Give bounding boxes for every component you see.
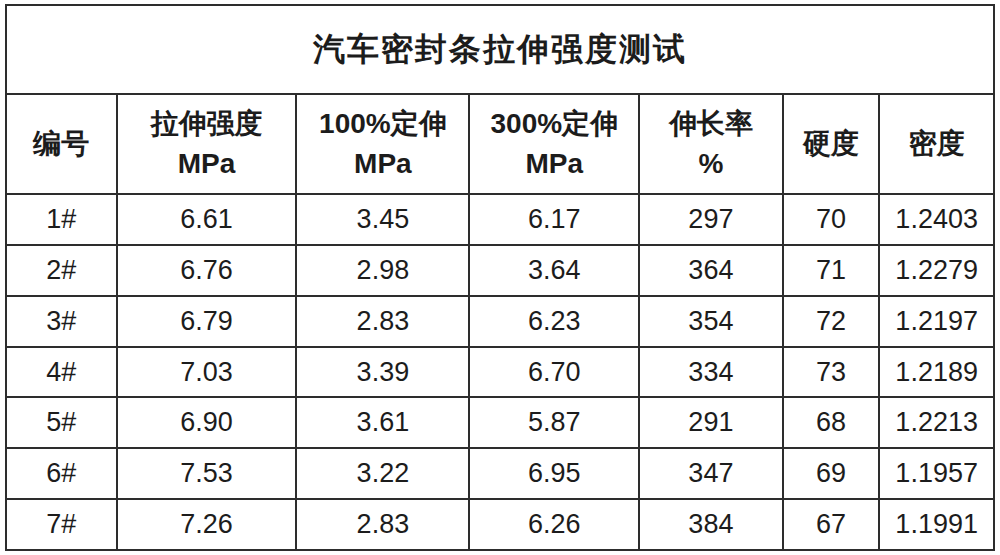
cell-elongation: 364: [639, 245, 782, 296]
table-row: 1# 6.61 3.45 6.17 297 70 1.2403: [6, 194, 994, 245]
cell-300-modulus: 6.95: [469, 448, 639, 499]
column-header-number: 编号: [6, 94, 117, 194]
column-header-label: 100%定伸: [319, 108, 447, 139]
cell-sample-id: 7#: [6, 499, 117, 550]
cell-100-modulus: 3.61: [296, 397, 469, 448]
column-header-density: 密度: [879, 94, 994, 194]
table-row: 5# 6.90 3.61 5.87 291 68 1.2213: [6, 397, 994, 448]
cell-hardness: 69: [783, 448, 880, 499]
column-header-tensile-strength: 拉伸强度 MPa: [117, 94, 297, 194]
cell-density: 1.1957: [879, 448, 994, 499]
column-header-hardness: 硬度: [783, 94, 880, 194]
column-header-label: 拉伸强度: [151, 108, 263, 139]
cell-300-modulus: 3.64: [469, 245, 639, 296]
column-header-300-modulus: 300%定伸 MPa: [469, 94, 639, 194]
cell-elongation: 297: [639, 194, 782, 245]
table-row: 4# 7.03 3.39 6.70 334 73 1.2189: [6, 347, 994, 398]
cell-elongation: 334: [639, 347, 782, 398]
column-header-label: 编号: [33, 128, 89, 159]
header-row: 编号 拉伸强度 MPa 100%定伸 MPa 300%定伸 MPa 伸长率 %: [6, 94, 994, 194]
cell-elongation: 291: [639, 397, 782, 448]
cell-100-modulus: 3.39: [296, 347, 469, 398]
cell-density: 1.2403: [879, 194, 994, 245]
table-row: 6# 7.53 3.22 6.95 347 69 1.1957: [6, 448, 994, 499]
cell-tensile-strength: 6.61: [117, 194, 297, 245]
column-header-label: 密度: [909, 128, 965, 159]
column-header-unit: MPa: [354, 148, 412, 179]
cell-300-modulus: 5.87: [469, 397, 639, 448]
table-title: 汽车密封条拉伸强度测试: [6, 5, 994, 94]
cell-density: 1.2279: [879, 245, 994, 296]
cell-tensile-strength: 6.76: [117, 245, 297, 296]
column-header-unit: %: [698, 148, 723, 179]
cell-density: 1.2197: [879, 296, 994, 347]
cell-elongation: 347: [639, 448, 782, 499]
column-header-label: 伸长率: [669, 108, 753, 139]
title-row: 汽车密封条拉伸强度测试: [6, 5, 994, 94]
cell-tensile-strength: 7.03: [117, 347, 297, 398]
cell-100-modulus: 2.83: [296, 296, 469, 347]
column-header-label: 硬度: [803, 128, 859, 159]
cell-hardness: 68: [783, 397, 880, 448]
test-results-table: 汽车密封条拉伸强度测试 编号 拉伸强度 MPa 100%定伸 MPa 300%定…: [5, 4, 995, 551]
cell-hardness: 70: [783, 194, 880, 245]
cell-sample-id: 1#: [6, 194, 117, 245]
column-header-100-modulus: 100%定伸 MPa: [296, 94, 469, 194]
cell-hardness: 73: [783, 347, 880, 398]
cell-100-modulus: 2.83: [296, 499, 469, 550]
cell-tensile-strength: 6.90: [117, 397, 297, 448]
cell-sample-id: 3#: [6, 296, 117, 347]
cell-density: 1.2189: [879, 347, 994, 398]
cell-hardness: 72: [783, 296, 880, 347]
cell-300-modulus: 6.70: [469, 347, 639, 398]
cell-sample-id: 4#: [6, 347, 117, 398]
cell-sample-id: 5#: [6, 397, 117, 448]
cell-tensile-strength: 6.79: [117, 296, 297, 347]
column-header-unit: MPa: [526, 148, 584, 179]
cell-elongation: 354: [639, 296, 782, 347]
cell-300-modulus: 6.23: [469, 296, 639, 347]
cell-sample-id: 6#: [6, 448, 117, 499]
column-header-elongation: 伸长率 %: [639, 94, 782, 194]
cell-300-modulus: 6.17: [469, 194, 639, 245]
cell-100-modulus: 3.22: [296, 448, 469, 499]
table-row: 2# 6.76 2.98 3.64 364 71 1.2279: [6, 245, 994, 296]
cell-sample-id: 2#: [6, 245, 117, 296]
cell-hardness: 71: [783, 245, 880, 296]
column-header-label: 300%定伸: [490, 108, 618, 139]
cell-density: 1.1991: [879, 499, 994, 550]
cell-density: 1.2213: [879, 397, 994, 448]
table-row: 3# 6.79 2.83 6.23 354 72 1.2197: [6, 296, 994, 347]
cell-100-modulus: 3.45: [296, 194, 469, 245]
cell-hardness: 67: [783, 499, 880, 550]
cell-tensile-strength: 7.26: [117, 499, 297, 550]
table-row: 7# 7.26 2.83 6.26 384 67 1.1991: [6, 499, 994, 550]
cell-300-modulus: 6.26: [469, 499, 639, 550]
column-header-unit: MPa: [178, 148, 236, 179]
cell-elongation: 384: [639, 499, 782, 550]
cell-100-modulus: 2.98: [296, 245, 469, 296]
cell-tensile-strength: 7.53: [117, 448, 297, 499]
document-page: 汽车密封条拉伸强度测试 编号 拉伸强度 MPa 100%定伸 MPa 300%定…: [0, 0, 1000, 555]
